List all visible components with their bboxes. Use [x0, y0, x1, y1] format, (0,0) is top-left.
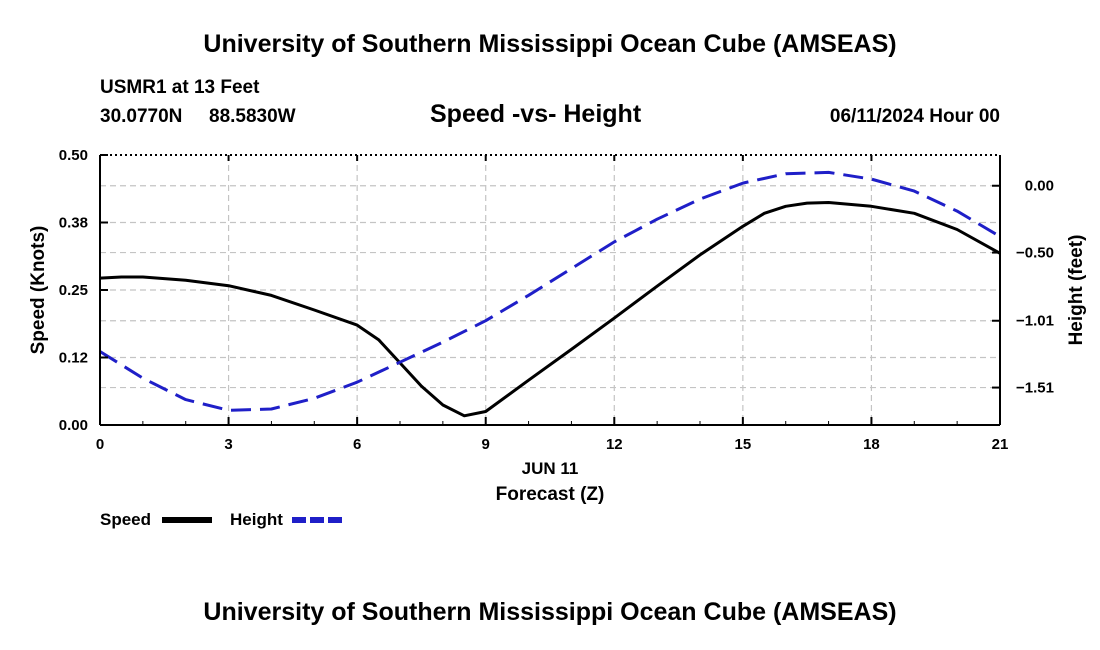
run-time-label: 06/11/2024 Hour 00 — [829, 106, 1000, 127]
latitude-label: 30.0770N — [100, 106, 183, 127]
x-tick-label: 21 — [992, 436, 1009, 453]
y-tick-label: 0.00 — [59, 417, 88, 434]
y2-tick-label: −0.50 — [1016, 245, 1054, 262]
x-tick-label: 3 — [224, 436, 232, 453]
height-series-line — [99, 170, 1001, 412]
y-tick-label: 0.12 — [59, 350, 88, 367]
x-tick-label: 9 — [482, 436, 490, 453]
speed-series-line — [99, 201, 1001, 418]
y2-tick-label: 0.00 — [1025, 178, 1054, 195]
footer-title: University of Southern Mississippi Ocean… — [203, 598, 897, 626]
x-tick-label: 12 — [606, 436, 623, 453]
station-label: USMR1 at 13 Feet — [100, 77, 260, 98]
x-tick-label: 18 — [863, 436, 880, 453]
legend-height-label: Height — [230, 510, 283, 529]
legend-speed-label: Speed — [100, 510, 151, 529]
x-tick-label: 0 — [96, 436, 104, 453]
y-tick-label: 0.38 — [59, 215, 88, 232]
axes: 0 3 6 9 12 15 18 21 0.00 0.12 0.25 0.38 0.50 0.00 −0.5… — [28, 147, 1087, 505]
y2-axis-label: Height (feet) — [1066, 235, 1087, 346]
x-axis-date-label: JUN 11 — [522, 459, 579, 478]
y2-tick-label: −1.51 — [1016, 380, 1054, 397]
legend: Speed Height — [100, 510, 342, 529]
y2-tick-label: −1.01 — [1016, 313, 1054, 330]
longitude-label: 88.5830W — [209, 106, 296, 127]
series-lines — [99, 170, 1001, 418]
plot-title: Speed -vs- Height — [430, 100, 642, 128]
x-axis-label: Forecast (Z) — [496, 484, 605, 505]
page-title: University of Southern Mississippi Ocean… — [203, 30, 897, 58]
x-tick-label: 6 — [353, 436, 361, 453]
x-tick-label: 15 — [735, 436, 752, 453]
y-tick-label: 0.25 — [59, 282, 88, 299]
y-tick-label: 0.50 — [59, 147, 88, 164]
y-axis-label: Speed (Knots) — [28, 226, 49, 355]
grid-lines — [100, 155, 1000, 425]
